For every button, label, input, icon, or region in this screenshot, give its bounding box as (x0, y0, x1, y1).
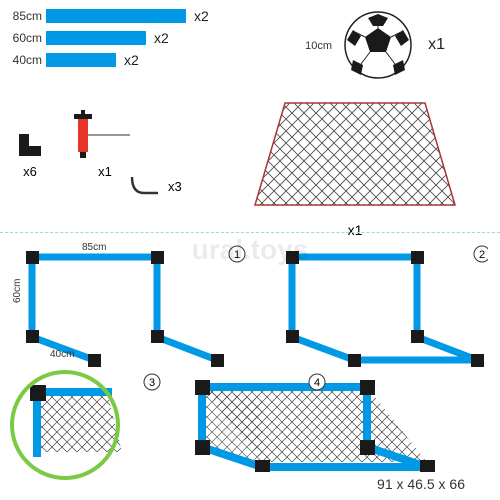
net-section: x1 (250, 95, 460, 220)
step-4 (195, 380, 435, 472)
step-1: 85cm 60cm 40cm (12, 242, 224, 367)
step1-side-label: 60cm (12, 279, 23, 303)
pump-icon (70, 110, 140, 160)
tube-length: 40cm (10, 53, 42, 67)
tube-row: 40cm x2 (10, 52, 209, 68)
connector-icon (15, 130, 45, 160)
step-2 (286, 251, 484, 367)
pump-item: x1 (70, 110, 140, 179)
pump-qty: x1 (98, 164, 112, 179)
step1-base-label: 40cm (50, 349, 74, 360)
accessories-row: x6 x1 (15, 110, 140, 179)
net-qty: x1 (348, 222, 363, 238)
step1-top-label: 85cm (82, 242, 106, 253)
hook-item: x3 (130, 175, 182, 197)
step-number: 2 (479, 249, 485, 261)
connector-item: x6 (15, 130, 45, 179)
ball-diameter: 10cm (305, 40, 332, 52)
tube-bar (46, 53, 116, 67)
tube-qty: x2 (124, 52, 139, 68)
step-number: 4 (314, 377, 320, 389)
tube-length: 85cm (10, 9, 42, 23)
tube-length: 60cm (10, 31, 42, 45)
net-icon (250, 95, 460, 215)
hook-qty: x3 (168, 179, 182, 194)
tube-qty: x2 (194, 8, 209, 24)
final-dimensions: 91 x 46.5 x 66 (377, 476, 465, 492)
ball-section: 10cm x1 (343, 10, 445, 80)
ball-qty: x1 (428, 36, 445, 54)
section-divider (0, 232, 500, 233)
tube-row: 85cm x2 (10, 8, 209, 24)
step-number: 3 (149, 377, 155, 389)
hook-icon (130, 175, 160, 197)
tube-bar (46, 31, 146, 45)
connector-qty: x6 (23, 164, 37, 179)
tubes-list: 85cm x2 60cm x2 40cm x2 (10, 8, 209, 74)
tube-row: 60cm x2 (10, 30, 209, 46)
soccer-ball-icon (343, 10, 413, 80)
step-number: 1 (234, 249, 240, 261)
detail-highlight-circle (10, 370, 120, 480)
tube-qty: x2 (154, 30, 169, 46)
tube-bar (46, 9, 186, 23)
